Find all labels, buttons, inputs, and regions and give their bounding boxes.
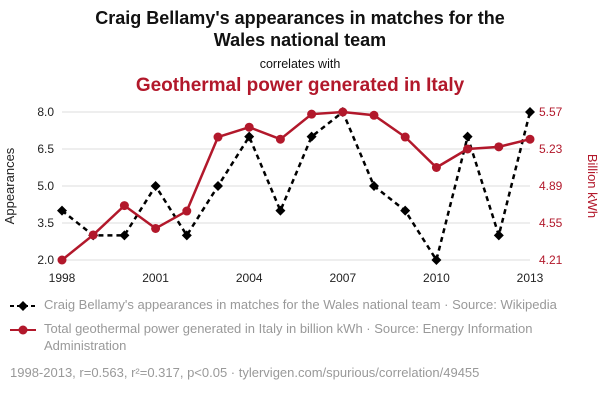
svg-text:5.23: 5.23 [539,142,563,156]
chart-title-primary: Craig Bellamy's appearances in matches f… [95,8,505,50]
svg-text:8.0: 8.0 [37,105,54,119]
legend-item-geothermal: Total geothermal power generated in Ital… [10,321,590,355]
svg-text:5.57: 5.57 [539,105,563,119]
svg-text:Billion kWh: Billion kWh [585,154,600,218]
svg-text:2004: 2004 [236,271,263,285]
chart-title-secondary: Geothermal power generated in Italy [135,74,465,96]
stats-footer: 1998-2013, r=0.563, r²=0.317, p<0.05 · t… [10,364,480,380]
svg-text:2001: 2001 [142,271,169,285]
svg-text:2007: 2007 [329,271,356,285]
svg-text:2.0: 2.0 [37,253,54,267]
chart-header: Craig Bellamy's appearances in matches f… [0,0,600,97]
svg-text:2010: 2010 [423,271,450,285]
svg-text:6.5: 6.5 [37,142,54,156]
chart-legend: Craig Bellamy's appearances in matches f… [0,289,600,355]
svg-text:2013: 2013 [517,271,544,285]
solid-circle-marker-icon [10,325,36,335]
correlation-line-chart: 2.0 3.5 5.0 6.5 8.0 4.21 4.55 4.89 5.23 5.57 1998 2… [2,105,600,285]
svg-text:1998: 1998 [49,271,76,285]
svg-text:4.21: 4.21 [539,253,563,267]
legend-label-geothermal: Total geothermal power generated in Ital… [44,320,533,353]
svg-text:4.55: 4.55 [539,216,563,230]
svg-text:Appearances: Appearances [2,147,17,224]
dashed-diamond-marker-icon [10,300,36,311]
svg-text:4.89: 4.89 [539,179,563,193]
svg-text:3.5: 3.5 [37,216,54,230]
legend-item-appearances: Craig Bellamy's appearances in matches f… [10,297,590,314]
legend-label-appearances: Craig Bellamy's appearances in matches f… [44,296,557,312]
svg-text:5.0: 5.0 [37,179,54,193]
correlates-with-label: correlates with [259,56,341,71]
